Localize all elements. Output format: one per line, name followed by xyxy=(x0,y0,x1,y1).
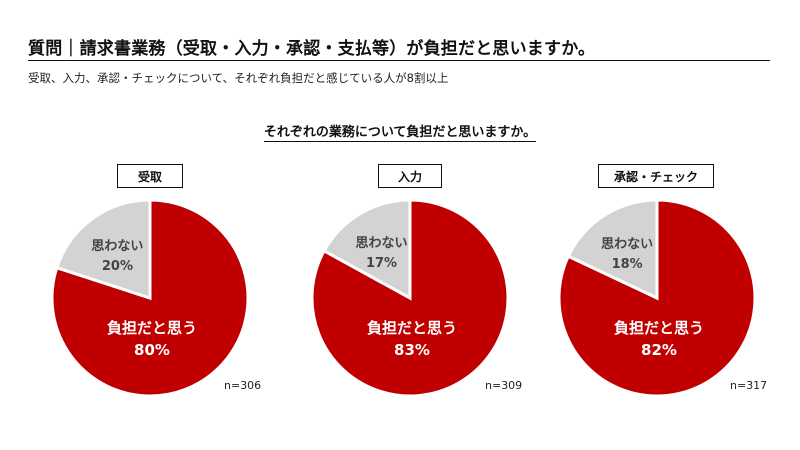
pie-value-no-burden: 18% xyxy=(612,257,643,272)
pie-chart-uketori: 負担だと思う 80% 思わない 20% xyxy=(50,198,250,398)
pie-value-no-burden: 17% xyxy=(366,256,397,271)
chart-label-shonin: 承認・チェック xyxy=(598,164,714,188)
pie-slice-no-burden xyxy=(54,198,152,301)
chart-label-nyuryoku: 入力 xyxy=(378,164,442,188)
pie-value-burden: 80% xyxy=(134,341,170,359)
pie-label-burden: 負担だと思う xyxy=(614,319,704,337)
pie-value-no-burden: 20% xyxy=(102,259,133,274)
pie-slice-burden xyxy=(310,198,510,398)
section-title-text: それぞれの業務について負担だと思いますか。 xyxy=(263,125,537,142)
n-label-nyuryoku: n=309 xyxy=(485,379,523,392)
pie-chart-shonin: 負担だと思う 82% 思わない 18% xyxy=(557,198,757,398)
chart-label-uketori: 受取 xyxy=(117,164,183,188)
pie-label-burden: 負担だと思う xyxy=(107,319,197,337)
n-label-uketori: n=306 xyxy=(224,379,262,392)
pie-value-burden: 82% xyxy=(641,341,677,359)
pie-label-burden: 負担だと思う xyxy=(367,319,457,337)
section-title: それぞれの業務について負担だと思いますか。 xyxy=(0,121,800,142)
pie-slice-no-burden xyxy=(322,198,412,301)
n-label-shonin: n=317 xyxy=(730,379,768,392)
pie-slice-burden xyxy=(50,198,250,398)
pie-label-no-burden: 思わない xyxy=(91,239,143,254)
pie-slice-no-burden xyxy=(566,198,659,301)
page-title: 質問｜請求書業務（受取・入力・承認・支払等）が負担だと思いますか。 xyxy=(28,39,596,59)
pie-value-burden: 83% xyxy=(394,341,430,359)
pie-label-no-burden: 思わない xyxy=(356,236,408,251)
title-underline xyxy=(28,60,770,61)
pie-chart-nyuryoku: 負担だと思う 83% 思わない 17% xyxy=(310,198,510,398)
page-subtitle: 受取、入力、承認・チェックについて、それぞれ負担だと感じている人が8割以上 xyxy=(28,71,449,85)
pie-label-no-burden: 思わない xyxy=(601,237,653,252)
